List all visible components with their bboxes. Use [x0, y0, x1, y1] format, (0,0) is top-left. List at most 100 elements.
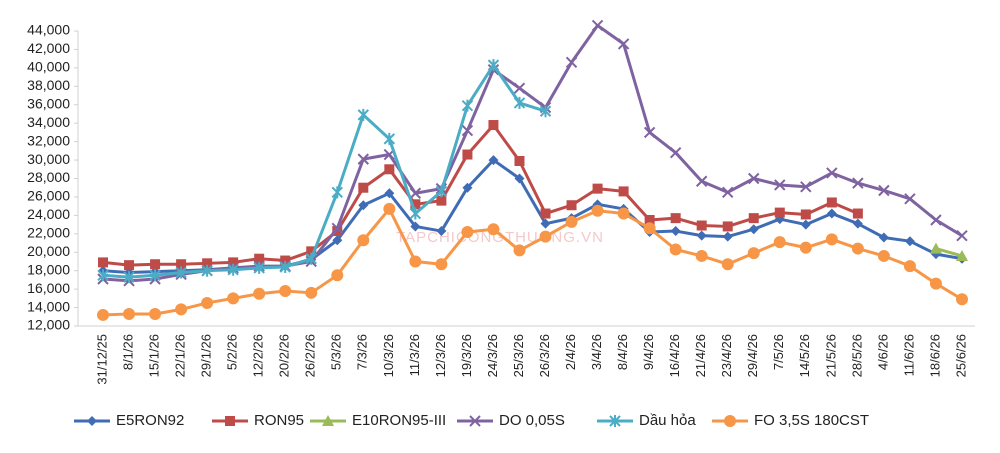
data-point [591, 204, 604, 217]
data-point [904, 193, 916, 205]
data-point [357, 153, 370, 165]
data-point [488, 155, 499, 166]
x-tick-label: 19/3/26 [459, 334, 474, 377]
x-tick-label: 23/4/26 [719, 334, 734, 377]
data-point [722, 186, 734, 199]
x-tick-label: 5/3/26 [329, 334, 344, 370]
x-tick-label: 28/5/26 [849, 334, 864, 377]
series-line [935, 247, 963, 258]
data-point [435, 185, 448, 198]
x-tick-label: 10/3/26 [381, 334, 396, 377]
data-point [695, 175, 708, 187]
data-point [383, 132, 396, 145]
x-tick-label: 12/2/26 [251, 334, 266, 377]
data-point [150, 259, 161, 270]
data-point [955, 249, 968, 261]
data-point [722, 231, 733, 242]
y-tick-label: 32,000 [27, 132, 70, 148]
data-point [955, 293, 968, 306]
y-tick-label: 22,000 [27, 225, 70, 241]
data-point [149, 269, 161, 282]
data-point [774, 207, 785, 218]
y-tick-label: 28,000 [27, 169, 70, 185]
legend-label: RON95 [254, 412, 304, 429]
data-point [514, 173, 525, 184]
watermark: TAPCHICONGTHUONG.VN [396, 229, 604, 246]
x-tick-label: 21/5/26 [823, 334, 838, 377]
legend-marker [87, 416, 97, 426]
data-point [956, 229, 968, 242]
data-point [644, 214, 655, 225]
data-point [696, 230, 707, 241]
data-point [253, 287, 266, 300]
data-point [410, 199, 421, 210]
x-tick-label: 8/4/26 [615, 334, 630, 370]
data-point [539, 230, 552, 243]
data-point [826, 208, 837, 219]
data-point [254, 253, 265, 264]
x-tick-label: 16/4/26 [667, 334, 682, 377]
data-point [435, 258, 448, 271]
data-point [409, 207, 422, 220]
x-tick-label: 31/12/25 [94, 334, 109, 385]
x-tick-label: 15/1/26 [147, 334, 162, 377]
x-tick-label: 24/3/26 [485, 334, 500, 377]
data-point [618, 186, 629, 197]
data-point [722, 221, 733, 232]
data-point [878, 232, 889, 243]
x-tick-label: 26/2/26 [303, 334, 318, 377]
data-point [176, 259, 187, 270]
data-point [201, 296, 214, 309]
legend-label: Dầu hỏa [639, 412, 696, 429]
data-point [540, 218, 551, 229]
data-point [774, 179, 786, 191]
x-tick-label: 5/2/26 [225, 334, 240, 370]
data-point [748, 213, 759, 224]
data-point [202, 258, 213, 269]
data-point [696, 220, 707, 231]
data-point [695, 249, 708, 262]
data-point [227, 292, 240, 305]
data-point [461, 225, 474, 238]
data-point [513, 244, 526, 257]
data-point [748, 224, 759, 235]
series-line [102, 207, 963, 317]
legend-label: E10RON95-III [352, 412, 446, 429]
data-point [358, 200, 369, 211]
legend-marker [724, 415, 736, 427]
data-point [852, 177, 864, 189]
x-tick-label: 7/5/26 [771, 334, 786, 370]
data-point [670, 213, 681, 224]
data-point [358, 182, 369, 193]
data-point [513, 82, 526, 94]
data-point [201, 264, 213, 277]
x-tick-label: 20/2/26 [277, 334, 292, 377]
y-tick-label: 40,000 [27, 59, 70, 75]
data-point [540, 208, 551, 219]
data-point [123, 271, 135, 284]
x-tick-label: 8/1/26 [120, 334, 135, 370]
data-point [487, 223, 500, 236]
data-point [514, 155, 525, 166]
data-point [513, 96, 526, 109]
y-tick-label: 20,000 [27, 243, 70, 259]
data-point [826, 197, 837, 208]
legend-marker [469, 415, 481, 427]
data-point [539, 105, 552, 118]
data-point [643, 126, 656, 139]
legend-marker [225, 416, 235, 426]
data-point [409, 187, 422, 199]
data-point [878, 184, 890, 197]
data-point [903, 260, 916, 273]
data-point [825, 233, 838, 246]
data-point [436, 195, 447, 206]
y-tick-label: 30,000 [27, 151, 70, 167]
data-point [305, 286, 318, 299]
y-tick-label: 12,000 [27, 317, 70, 333]
data-point [332, 226, 343, 237]
data-point [279, 261, 291, 273]
x-tick-label: 29/1/26 [199, 334, 214, 377]
data-point [929, 277, 942, 290]
data-point [97, 308, 110, 321]
data-point [800, 219, 811, 230]
